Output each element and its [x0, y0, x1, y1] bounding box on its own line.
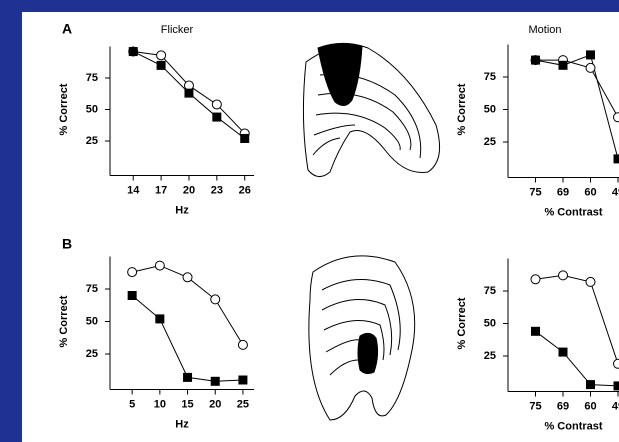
point	[154, 260, 165, 271]
x-tick-label: 60	[584, 400, 596, 412]
y-tick-label: 50	[86, 103, 98, 115]
series-line	[535, 274, 619, 364]
y-tick-label: 25	[484, 350, 496, 362]
point	[613, 358, 619, 369]
point	[558, 270, 568, 281]
x-tick-label: 23	[211, 184, 223, 196]
point	[613, 154, 619, 164]
y-tick-label: 25	[86, 348, 98, 360]
point	[558, 60, 568, 70]
x-tick-label: 49	[612, 400, 619, 412]
point	[210, 294, 221, 305]
point	[531, 55, 540, 65]
x-axis-label: Hz	[175, 418, 189, 430]
diagram-top	[302, 42, 441, 177]
y-tick-label: 25	[86, 135, 98, 147]
x-tick-label: 25	[237, 398, 249, 410]
point	[156, 50, 167, 61]
panel-label: B	[62, 236, 72, 252]
point	[127, 267, 138, 278]
panel-background	[22, 12, 619, 442]
y-tick-label: 50	[484, 103, 496, 115]
point	[127, 291, 137, 300]
y-tick-label: 75	[484, 285, 496, 297]
x-axis-label: Hz	[175, 204, 189, 216]
point	[240, 133, 250, 143]
point	[156, 60, 166, 70]
point	[183, 372, 193, 382]
x-tick-label: 69	[557, 400, 569, 412]
point	[184, 88, 194, 98]
point	[531, 326, 540, 336]
x-tick-label: 10	[154, 398, 166, 410]
x-tick-label: 20	[183, 184, 195, 196]
y-axis-label: % Correct	[456, 83, 468, 135]
x-tick-label: 20	[209, 398, 221, 410]
chart-title: Motion	[528, 24, 561, 36]
x-tick-label: 26	[239, 184, 251, 196]
chart-title: Flicker	[161, 24, 194, 36]
x-axis-label: % Contrast	[544, 420, 602, 432]
y-tick-label: 50	[484, 317, 496, 329]
x-tick-label: 17	[155, 184, 167, 196]
point	[155, 314, 165, 324]
y-tick-label: 75	[86, 283, 98, 295]
y-tick-label: 75	[86, 72, 98, 84]
point	[613, 112, 619, 123]
point	[237, 339, 248, 350]
point	[530, 274, 541, 285]
x-axis-label: % Contrast	[544, 206, 602, 218]
panel-label: A	[62, 21, 72, 37]
y-axis-label: % Correct	[58, 83, 70, 135]
x-tick-label: 49	[612, 186, 619, 198]
series-line	[535, 59, 619, 118]
y-axis-label: % Correct	[58, 295, 70, 347]
x-tick-label: 15	[181, 398, 193, 410]
y-tick-label: 50	[86, 315, 98, 327]
point	[128, 47, 138, 57]
y-tick-label: 25	[484, 136, 496, 148]
x-tick-label: 14	[127, 184, 140, 196]
x-tick-label: 5	[129, 398, 135, 410]
point	[558, 347, 568, 357]
point	[238, 375, 248, 385]
point	[585, 62, 596, 73]
series-line	[535, 54, 619, 160]
point	[585, 276, 596, 287]
y-tick-label: 75	[484, 71, 496, 83]
point	[586, 380, 595, 390]
point	[182, 272, 193, 283]
point	[210, 376, 220, 386]
x-tick-label: 75	[529, 400, 541, 412]
x-tick-label: 75	[529, 186, 541, 198]
point	[211, 99, 222, 110]
y-axis-label: % Correct	[456, 297, 468, 349]
point	[613, 381, 619, 391]
diagram-bottom	[308, 255, 416, 421]
x-tick-label: 60	[584, 186, 596, 198]
x-tick-label: 69	[557, 186, 569, 198]
point	[586, 50, 595, 60]
point	[212, 112, 222, 122]
series-line	[535, 330, 619, 387]
